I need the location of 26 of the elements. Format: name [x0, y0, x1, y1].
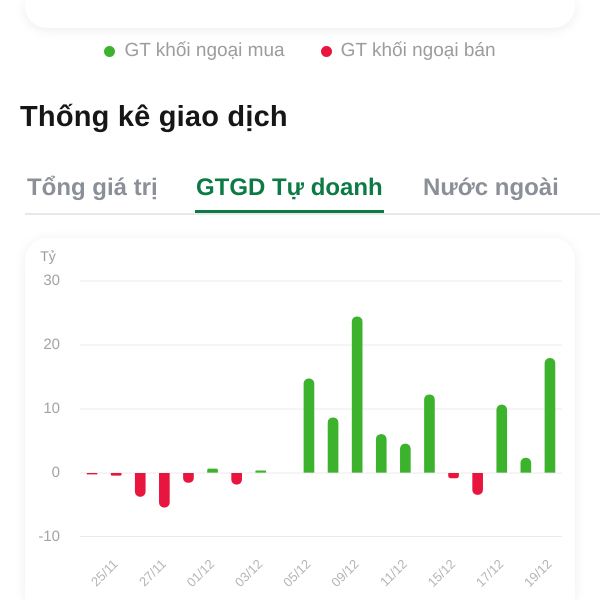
bar [400, 444, 411, 473]
bar [472, 472, 483, 495]
bar [448, 472, 459, 478]
bar [110, 472, 122, 476]
y-axis-title: Tỷ [40, 248, 56, 264]
bar [328, 417, 338, 473]
legend-label: GT khối ngoại mua [124, 40, 285, 62]
chart-title: Thống kê giao dịch [20, 101, 288, 134]
bar [496, 404, 508, 473]
tab[interactable]: GTGD Tự doanh [195, 171, 384, 210]
tab[interactable]: Nước ngoài [422, 171, 560, 210]
bar [544, 358, 556, 473]
y-tick-label: 10 [43, 400, 60, 417]
bar [376, 434, 387, 473]
bar [304, 378, 314, 473]
bar [207, 468, 218, 473]
y-tick-label: -10 [38, 528, 60, 545]
tab[interactable]: Tổng giá trị [26, 171, 159, 210]
bar [352, 316, 362, 473]
bar [134, 472, 146, 497]
bar [159, 472, 170, 508]
y-tick-label: 0 [52, 464, 60, 481]
y-tick-label: 20 [43, 336, 60, 354]
y-tick-label: 30 [43, 272, 60, 290]
legend-label: GT khối ngoại bán [340, 40, 496, 62]
bar [424, 394, 435, 473]
